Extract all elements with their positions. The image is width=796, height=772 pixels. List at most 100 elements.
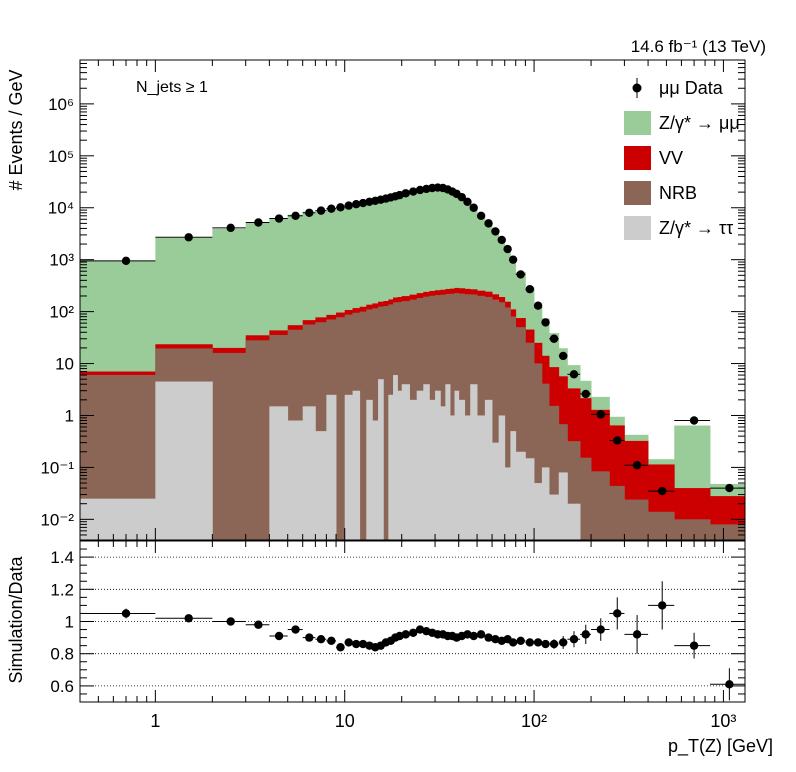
ratio-point-39 [516,636,525,646]
bar-0-5 [287,420,304,540]
data-point-49 [632,461,642,470]
bar-0-27 [445,384,451,540]
ratio-point-44 [558,638,568,647]
y-tick-label-top-4: 10² [49,303,74,322]
bar-0-34 [484,399,493,540]
ratio-point-5 [291,625,300,634]
bar-1-51 [674,519,711,540]
selection-label: N_jets ≥ 1 [136,79,208,96]
bar-1-50 [648,511,675,540]
ratio-point-2 [226,617,235,626]
data-point-31 [463,197,472,207]
data-point-48 [613,436,622,445]
ratio-point-45 [569,635,579,644]
ratio-point-43 [549,639,559,649]
legend-label-1: Z/γ* → μμ [659,113,740,133]
ratio-point-50 [658,601,667,610]
bar-0-38 [510,431,517,540]
y-tick-label-top-7: 10⁵ [48,147,74,166]
bar-0-29 [454,390,460,540]
legend-swatch-4 [624,216,651,240]
data-point-41 [533,301,543,310]
y-tick-label-top-1: 10⁻¹ [40,458,74,477]
x-tick-label-1: 10 [335,711,355,731]
data-point-9 [336,203,345,212]
x-tick-label-0: 1 [150,711,160,731]
data-point-20 [401,189,410,198]
bar-1-40 [525,342,535,540]
ratio-point-20 [401,630,410,639]
bar-0-23 [423,384,430,540]
bar-1-38 [510,316,517,540]
data-point-37 [503,244,512,254]
data-point-34 [484,219,493,228]
data-point-11 [352,200,361,209]
ratio-point-42 [541,639,550,649]
legend-label-0: μμ Data [659,78,724,98]
data-point-52 [725,483,734,493]
ratio-point-6 [305,633,314,642]
bar-0-40 [525,458,535,540]
data-point-1 [184,233,193,242]
data-point-8 [327,204,336,213]
data-point-40 [525,285,535,294]
y-tick-label-bottom-2: 1 [65,613,74,632]
data-point-33 [476,211,486,220]
ratio-axis-ticks: 1 10 10² 10³ 0.6 0.8 1 1.2 1.4 [50,548,745,731]
ratio-point-3 [254,620,263,629]
legend: μμ Data Z/γ* → μμ VV NRB Z/γ* → ττ [624,78,740,240]
data-point-4 [274,214,284,223]
data-point-50 [658,486,667,496]
ratio-point-46 [581,630,590,639]
data-point-51 [689,416,699,425]
data-point-39 [516,270,525,279]
ratio-point-52 [725,680,734,689]
bar-0-36 [498,415,506,540]
bar-0-20 [401,384,410,540]
stacked-histogram [80,186,746,541]
ratio-point-22 [415,625,425,634]
bar-0-43 [549,494,560,540]
bar-1-46 [580,457,592,540]
bar-0-15 [378,379,384,540]
y-tick-label-bottom-0: 0.6 [50,677,74,696]
bar-0-21 [409,399,418,540]
ratio-point-21 [409,628,418,637]
bar-1-52 [710,524,746,540]
data-point-21 [409,187,418,196]
ratio-point-0 [121,609,131,618]
bar-0-30 [458,399,466,540]
bar-0-14 [372,420,379,540]
ratio-point-32 [469,631,478,641]
bar-0-24 [429,399,436,540]
bar-0-19 [397,390,403,540]
bar-0-39 [515,451,526,540]
bar-1-48 [609,485,625,540]
bar-1-43 [549,405,560,540]
legend-swatch-1 [624,111,651,135]
y-tick-label-top-8: 10⁶ [48,95,74,114]
ratio-point-10 [344,638,353,647]
bar-0-8 [326,394,337,540]
bar-1-49 [624,499,649,540]
bar-1-12 [359,311,367,540]
ratio-point-12 [358,639,368,649]
bar-0-41 [534,483,543,540]
data-point-30 [457,192,466,202]
bar-0-13 [366,399,373,540]
data-point-43 [549,334,559,343]
bar-0-25 [435,390,441,540]
data-point-7 [316,206,326,215]
y-axis-label-bottom: Simulation/Data [6,555,26,683]
ratio-point-11 [352,639,361,649]
x-axis-label: p_T(Z) [GeV] [668,736,773,757]
bar-0-1 [155,381,213,540]
bar-0-33 [477,415,486,540]
y-axis-label-top: # Events / GeV [6,69,26,190]
y-tick-label-top-6: 10⁴ [48,199,74,218]
bar-0-44 [558,472,568,540]
ratio-point-4 [274,631,284,641]
top-axis-ticks: 10⁻² 10⁻¹ 1 10 10² 10³ 10⁴ 10⁵ 10⁶ [40,59,745,702]
data-point-3 [254,218,263,227]
